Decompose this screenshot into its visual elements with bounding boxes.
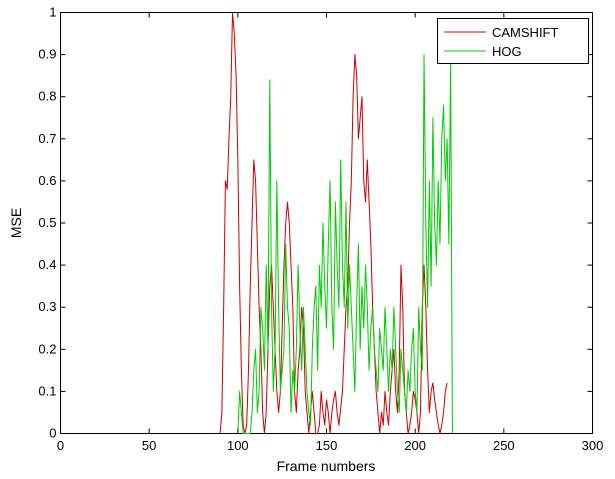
series-layer <box>219 12 453 434</box>
y-tick-label: 0.1 <box>38 383 56 398</box>
series-line-hog <box>237 54 453 434</box>
x-tick-label: 300 <box>582 438 604 453</box>
y-tick-label: 0.7 <box>38 131 56 146</box>
legend: CAMSHIFT HOG <box>437 18 589 64</box>
x-tick-label: 150 <box>316 438 338 453</box>
x-axis-label: Frame numbers <box>277 458 376 474</box>
legend-label-camshift: CAMSHIFT <box>492 25 559 40</box>
x-tick-label: 100 <box>227 438 249 453</box>
x-tick-label: 0 <box>57 438 64 453</box>
y-tick-label: 0.8 <box>38 89 56 104</box>
y-tick-label: 0.2 <box>38 341 56 356</box>
legend-label-hog: HOG <box>492 44 522 59</box>
y-tick-label: 0.3 <box>38 299 56 314</box>
y-tick-label: 0 <box>49 426 56 441</box>
plot-area: 0 50 100 150 200 250 300 0 0.1 0.2 0.3 0.4 0.5 0.6 0.7… <box>38 5 603 454</box>
tick-layer: 0 50 100 150 200 250 300 0 0.1 0.2 0.3 0.4 0.5 0.6 0.7… <box>38 5 603 454</box>
y-tick-label: 0.4 <box>38 257 56 272</box>
x-tick-label: 200 <box>404 438 426 453</box>
y-tick-label: 1 <box>49 5 56 20</box>
x-tick-label: 250 <box>493 438 515 453</box>
y-tick-label: 0.9 <box>38 47 56 62</box>
y-axis-label: MSE <box>8 208 24 238</box>
legend-box <box>437 18 589 64</box>
series-line-camshift <box>219 12 448 434</box>
y-tick-label: 0.5 <box>38 215 56 230</box>
y-tick-label: 0.6 <box>38 173 56 188</box>
x-tick-label: 50 <box>142 438 156 453</box>
axes-box <box>60 12 593 434</box>
